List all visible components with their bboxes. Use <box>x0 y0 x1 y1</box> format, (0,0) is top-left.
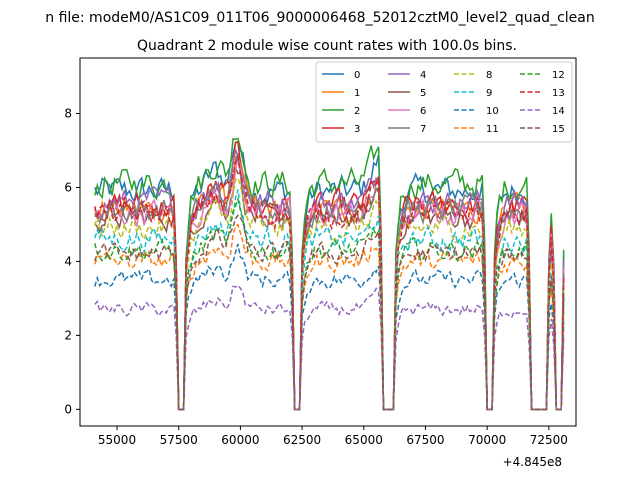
axes: 55000 57500 60000 62500 65000 67500 70000 72500… <box>64 57 577 447</box>
legend-label-15: 15 <box>552 124 565 135</box>
legend-label-5: 5 <box>420 88 426 99</box>
y-tick-label: 8 <box>64 106 72 120</box>
series-line-15 <box>94 214 565 411</box>
legend-label-1: 1 <box>354 88 360 99</box>
axes-frame <box>79 57 577 427</box>
series-line-14 <box>94 284 565 411</box>
chart-title: Quadrant 2 module wise count rates with … <box>137 38 517 54</box>
x-offset-label: +4.845e8 <box>503 455 562 469</box>
x-tick-label: 60000 <box>221 433 259 447</box>
x-tick-label: 70000 <box>468 433 506 447</box>
legend-label-14: 14 <box>552 106 565 117</box>
legend-label-7: 7 <box>420 124 426 135</box>
legend-label-9: 9 <box>486 88 492 99</box>
plot-lines <box>94 137 565 411</box>
x-tick-label: 67500 <box>406 433 444 447</box>
x-tick-label: 55000 <box>98 433 136 447</box>
y-tick-label: 4 <box>64 254 72 268</box>
legend-label-0: 0 <box>354 70 360 81</box>
x-tick-label: 65000 <box>345 433 383 447</box>
legend-label-2: 2 <box>354 106 360 117</box>
x-tick-label: 62500 <box>283 433 321 447</box>
legend-label-12: 12 <box>552 70 565 81</box>
series-line-12 <box>94 196 565 411</box>
legend-label-13: 13 <box>552 88 565 99</box>
legend-label-8: 8 <box>486 70 492 81</box>
legend-label-6: 6 <box>420 106 426 117</box>
y-tick-label: 0 <box>64 402 72 416</box>
legend-box <box>315 61 573 143</box>
legend-label-11: 11 <box>486 124 499 135</box>
legend-label-4: 4 <box>420 70 426 81</box>
y-tick-label: 2 <box>64 328 72 342</box>
legend-label-3: 3 <box>354 124 360 135</box>
figure-suptitle: n file: modeM0/AS1C09_011T06_9000006468_… <box>45 10 594 26</box>
y-tick-label: 6 <box>64 180 72 194</box>
legend-label-10: 10 <box>486 106 499 117</box>
x-tick-label: 57500 <box>160 433 198 447</box>
x-tick-label: 72500 <box>530 433 568 447</box>
